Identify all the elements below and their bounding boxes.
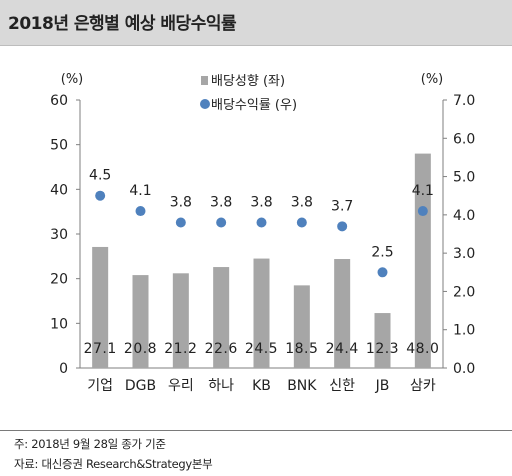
y-left-tick-label: 0 <box>59 361 68 377</box>
dot-하나 <box>216 217 227 228</box>
bar-value-label: 24.4 <box>326 341 359 357</box>
dot-value-label: 2.5 <box>371 244 393 260</box>
y-right-tick-label: 1.0 <box>453 323 475 339</box>
bar-value-label: 24.5 <box>245 341 278 357</box>
y-left-tick-label: 60 <box>50 93 68 109</box>
bar-value-label: 12.3 <box>366 341 399 357</box>
bar-value-label: 21.2 <box>164 341 197 357</box>
dot-신한 <box>337 221 348 232</box>
dot-value-label: 4.1 <box>129 183 151 199</box>
dot-value-label: 4.5 <box>89 168 111 184</box>
dot-DGB <box>135 206 146 217</box>
dot-value-label: 4.1 <box>412 183 434 199</box>
notes-divider <box>0 430 512 431</box>
dot-BNK <box>296 217 307 228</box>
page-title: 2018년 은행별 예상 배당수익률 <box>8 14 237 34</box>
y-right-tick-label: 0.0 <box>453 361 475 377</box>
bar-value-label: 22.6 <box>205 341 238 357</box>
bar-신한 <box>334 259 351 368</box>
dot-JB <box>377 267 388 278</box>
bar-하나 <box>213 267 230 368</box>
dot-우리 <box>175 217 186 228</box>
y-left-tick-label: 50 <box>50 138 68 154</box>
y-right-tick-label: 5.0 <box>453 170 475 186</box>
dividend-chart: 0 10 20 30 40 50 60 (%) 0.0 1.0 2.0 3.0 4.0 5.0 6.0 7.0… <box>50 72 475 394</box>
dot-KB <box>256 217 267 228</box>
legend-bar-swatch <box>201 76 208 85</box>
bar-삼카 <box>414 153 431 368</box>
bar-KB <box>253 258 270 368</box>
y-left-tick-label: 40 <box>50 182 68 198</box>
scatter-label-group: 4.5 4.1 3.8 3.8 3.8 3.8 3.7 2.5 4.1 <box>89 168 434 261</box>
y-right-tick-label: 2.0 <box>453 284 475 300</box>
y-right-unit-label: (%) <box>421 72 444 87</box>
title-bar: 2018년 은행별 예상 배당수익률 <box>0 0 512 45</box>
source-note-date: 주: 2018년 9월 28일 종가 기준 <box>14 437 166 451</box>
bar-우리 <box>172 273 189 368</box>
dot-value-label: 3.8 <box>291 195 313 211</box>
dot-삼카 <box>417 206 428 217</box>
dot-value-label: 3.8 <box>250 195 272 211</box>
bar-label-group: 27.1 20.8 21.2 22.6 24.5 18.5 24.4 12.3 48.0 <box>84 341 439 357</box>
x-category-label: 우리 <box>168 378 194 394</box>
dot-value-label: 3.7 <box>331 198 353 214</box>
x-category-label: 삼카 <box>410 378 436 394</box>
y-right-tick-label: 7.0 <box>453 93 475 109</box>
bar-value-label: 48.0 <box>406 341 439 357</box>
chart-area: 0 10 20 30 40 50 60 (%) 0.0 1.0 2.0 3.0 4.0 5.0 6.0 7.0… <box>0 46 512 422</box>
legend-dot-swatch <box>200 99 210 109</box>
bar-기업 <box>92 246 109 368</box>
bar-value-label: 18.5 <box>285 341 318 357</box>
bar-value-label: 20.8 <box>124 341 157 357</box>
legend-dot-label: 배당수익률 (우) <box>211 98 297 113</box>
dot-value-label: 3.8 <box>210 195 232 211</box>
y-left-unit-label: (%) <box>61 72 84 87</box>
dot-value-label: 3.8 <box>170 195 192 211</box>
bar-series <box>92 153 431 368</box>
bar-value-label: 27.1 <box>84 341 117 357</box>
chart-axes: 0 10 20 30 40 50 60 (%) 0.0 1.0 2.0 3.0 4.0 5.0 6.0 7.0… <box>50 72 475 394</box>
x-category-label: KB <box>252 378 271 394</box>
legend-bar-label: 배당성향 (좌) <box>211 74 285 89</box>
y-left-tick-label: 10 <box>50 316 68 332</box>
y-right-tick-label: 3.0 <box>453 246 475 262</box>
source-note-author: 자료: 대신증권 Research&Strategy본부 <box>14 457 213 471</box>
y-right-tick-label: 4.0 <box>453 208 475 224</box>
x-category-label: 신한 <box>329 378 355 394</box>
chart-legend: 배당성향 (좌) 배당수익률 (우) <box>200 74 297 113</box>
y-right-tick-label: 6.0 <box>453 131 475 147</box>
x-category-label: 기업 <box>87 378 113 394</box>
x-category-label: 하나 <box>208 378 234 394</box>
bar-JB <box>374 313 391 368</box>
bar-BNK <box>293 285 310 368</box>
x-category-label: JB <box>375 378 390 394</box>
y-left-tick-label: 30 <box>50 227 68 243</box>
x-category-label: BNK <box>287 378 317 394</box>
title-divider <box>0 45 512 46</box>
x-category-label: DGB <box>125 378 156 394</box>
dot-기업 <box>95 190 106 201</box>
scatter-series <box>95 190 428 278</box>
bar-DGB <box>132 275 149 368</box>
y-left-tick-label: 20 <box>50 272 68 288</box>
